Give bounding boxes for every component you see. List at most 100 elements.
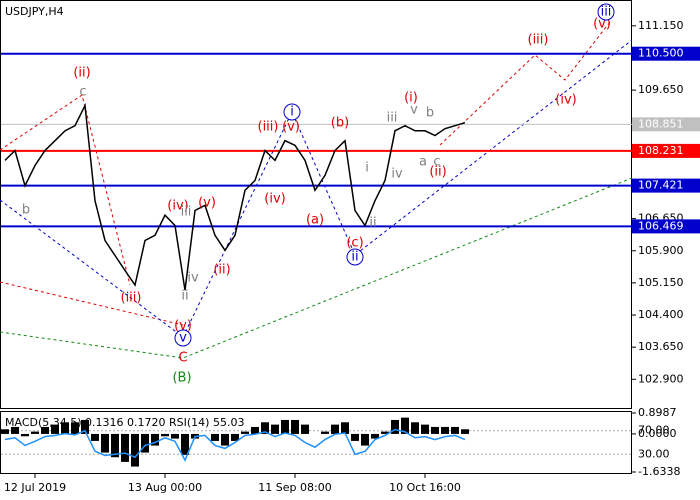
x-tick-label: 10 Oct 16:00 xyxy=(389,481,461,494)
rsi-tick-label: 30.00 xyxy=(638,447,670,460)
wave-label: iii xyxy=(181,205,192,220)
rsi-line xyxy=(4,428,466,462)
level-label: 106.469 xyxy=(638,219,684,232)
macd-bar xyxy=(351,433,359,441)
rsi-tick-label: 70.00 xyxy=(638,424,670,437)
wave-label: (ii) xyxy=(213,263,230,278)
level-label: 108.231 xyxy=(638,144,684,157)
wave-label: (iii) xyxy=(528,33,549,48)
macd-bar xyxy=(271,424,279,434)
level-label-box xyxy=(632,117,700,132)
wave-label: b xyxy=(426,106,434,121)
macd-bar xyxy=(31,431,39,434)
wave-label: (iv) xyxy=(264,192,285,207)
macd-bar xyxy=(291,419,299,434)
y-tick-label: 111.150 xyxy=(638,19,684,32)
wave-label: i xyxy=(290,105,294,120)
wave-label: (v) xyxy=(174,319,192,334)
wave-line xyxy=(0,177,633,359)
macd-bar xyxy=(361,433,369,446)
y-tick-label: 102.900 xyxy=(638,372,684,385)
main-pane xyxy=(0,0,632,409)
wave-label: (iii) xyxy=(258,120,279,135)
macd-bar xyxy=(221,433,229,446)
macd-bar xyxy=(61,422,69,434)
wave-label: v xyxy=(179,331,187,346)
macd-bar xyxy=(211,433,219,441)
macd-bar xyxy=(451,426,459,434)
macd-bar xyxy=(411,422,419,434)
macd-bar xyxy=(341,422,349,434)
chart-title: USDJPY,H4 xyxy=(5,5,64,18)
wave-label: a xyxy=(419,155,427,170)
wave-circle xyxy=(174,329,192,347)
macd-bar xyxy=(321,431,329,434)
wave-lines xyxy=(0,21,633,359)
macd-bar xyxy=(171,433,179,439)
macd-bar xyxy=(441,426,449,434)
macd-tick-label: -1.6338 xyxy=(638,465,680,478)
x-tick-label: 13 Aug 00:00 xyxy=(128,481,202,494)
wave-line xyxy=(0,39,633,338)
level-label-box xyxy=(632,143,700,158)
wave-label: ii xyxy=(369,216,376,231)
wave-label: (iii) xyxy=(121,291,142,306)
macd-bar xyxy=(371,433,379,439)
macd-bar xyxy=(131,433,139,467)
level-label: 107.421 xyxy=(638,179,684,192)
wave-label: iv xyxy=(187,271,199,286)
wave-label: (iv) xyxy=(167,199,188,214)
wave-label: i xyxy=(365,161,369,176)
macd-bar xyxy=(331,424,339,434)
macd-bar xyxy=(91,433,99,441)
y-tick-label: 105.900 xyxy=(638,244,684,257)
wave-label: (b) xyxy=(331,116,349,131)
y-tick-label: 109.650 xyxy=(638,83,684,96)
level-label-box xyxy=(632,46,700,61)
macd-bar xyxy=(421,424,429,434)
macd-bar xyxy=(161,433,169,437)
wave-label: ii xyxy=(351,250,358,265)
x-tick-label: 11 Sep 08:00 xyxy=(258,481,331,494)
wave-label: c xyxy=(433,155,440,170)
level-label-box xyxy=(632,178,700,193)
wave-line xyxy=(0,281,184,326)
wave-label: c xyxy=(79,85,86,100)
macd-bar xyxy=(101,433,109,453)
macd-bar xyxy=(301,424,309,434)
wave-label: v xyxy=(410,103,418,118)
macd-bar xyxy=(461,429,469,434)
y-tick-label: 103.650 xyxy=(638,340,684,353)
macd-bar xyxy=(181,433,189,455)
macd-bar xyxy=(281,419,289,434)
level-label-box xyxy=(632,219,700,234)
price-line xyxy=(4,102,466,291)
macd-bar xyxy=(381,431,389,434)
macd-tick-label: 0.8987 xyxy=(638,406,677,419)
macd-bar xyxy=(111,433,119,458)
macd-bar xyxy=(151,433,159,446)
macd-bar xyxy=(231,433,239,441)
wave-label: (v) xyxy=(198,196,216,211)
wave-label: iv xyxy=(391,167,403,182)
wave-label: (v) xyxy=(282,120,300,135)
wave-circle xyxy=(346,248,364,266)
macd-tick-label: 0.0000 xyxy=(638,427,677,440)
wave-label: b xyxy=(22,203,30,218)
macd-bar xyxy=(261,422,269,434)
macd-bar xyxy=(41,426,49,434)
x-tick-label: 12 Jul 2019 xyxy=(4,481,66,494)
forecast-line xyxy=(439,21,611,146)
wave-label: iii xyxy=(387,111,398,126)
wave-label: (a) xyxy=(306,213,324,228)
y-tick-label: 105.150 xyxy=(638,276,684,289)
macd-bar xyxy=(51,424,59,434)
level-label: 110.500 xyxy=(638,47,684,60)
macd-bar xyxy=(391,419,399,434)
wave-label: (i) xyxy=(404,91,418,106)
macd-bar xyxy=(431,426,439,434)
macd-bar xyxy=(71,422,79,434)
macd-bar xyxy=(241,431,249,434)
wave-label: (ii) xyxy=(429,165,446,180)
